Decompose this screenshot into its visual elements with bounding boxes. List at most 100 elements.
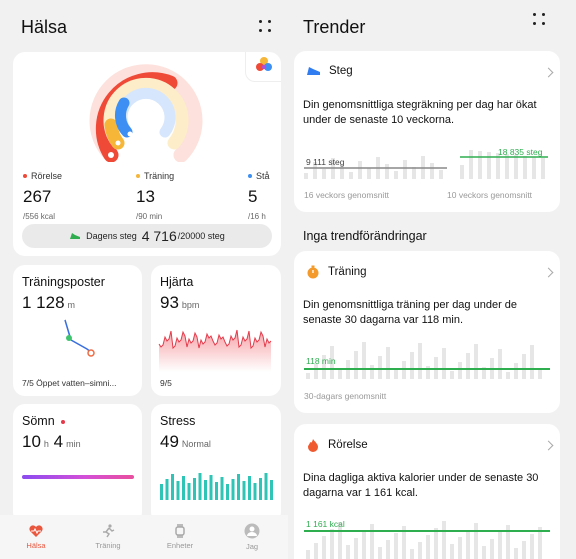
nav-health-label: Hälsa (26, 541, 46, 550)
movement-bar (394, 533, 398, 559)
steps-bar-new (469, 150, 473, 179)
chevron-right-icon[interactable] (543, 267, 554, 278)
steps-bar-old (439, 170, 443, 179)
movement-bar (418, 542, 422, 559)
nav-devices[interactable]: Enheter (144, 515, 216, 559)
movement-bar (442, 521, 446, 559)
steps-bar-old (340, 165, 344, 179)
stress-bar (209, 475, 213, 500)
movement-trend-card[interactable]: Rörelse Dina dagliga aktiva kalorier und… (294, 424, 560, 559)
movement-bar (450, 544, 454, 559)
steps-new-value: 18 835 steg (498, 147, 543, 157)
movement-bar (410, 549, 414, 559)
steps-trend-header: Steg (306, 65, 353, 77)
steps-bar-new (496, 153, 500, 179)
sleep-tile[interactable]: Sömn 10 h 4 min (13, 404, 142, 524)
shoe-icon (307, 67, 320, 75)
training-bar (498, 349, 502, 379)
training-note: 30-dagars genomsnitt (304, 391, 387, 401)
heart-tile[interactable]: Hjärta 93 bpm 9/5 (151, 265, 281, 396)
training-bar (394, 370, 398, 379)
training-trend-card[interactable]: Träning Din genomsnittliga träning per d… (294, 251, 560, 413)
stand-ring-icon (127, 131, 133, 137)
stress-bar (193, 478, 196, 500)
steps-bar-new (505, 154, 509, 179)
steps-bar-new (478, 151, 482, 179)
activity-rings-card[interactable]: Rörelse 267 /556 kcal Träning 13 /90 min… (13, 52, 281, 256)
movement-value: 267 (23, 187, 52, 206)
stress-bar (270, 480, 273, 500)
training-bar (482, 367, 486, 379)
training-trend-title: Träning (328, 266, 367, 278)
movement-ring-icon (108, 152, 114, 158)
steps-goal: /20000 steg (177, 231, 225, 241)
movement-label: Rörelse (31, 171, 63, 181)
steps-bar-old (403, 160, 407, 179)
training-value: 13 (136, 187, 155, 206)
training-records-tile[interactable]: Träningsposter 1 128 m 7/5 Öppet vatten–s… (13, 265, 142, 396)
rings-app-icon (256, 57, 272, 71)
training-bar (338, 369, 342, 379)
nav-me[interactable]: Jag (216, 515, 288, 559)
stopwatch-icon (307, 265, 319, 279)
heart-pulse-icon (29, 525, 43, 537)
training-bar (410, 352, 414, 379)
stand-ring (115, 97, 133, 138)
steps-old-note: 16 veckors genomsnitt (304, 190, 390, 200)
training-trend-description: Din genomsnittliga träning per dag under… (303, 299, 518, 326)
daily-steps-pill[interactable]: Dagens steg 4 716 /20000 steg (22, 224, 272, 248)
movement-bar (490, 539, 494, 559)
steps-bar-old (430, 163, 434, 179)
training-bar (354, 351, 358, 379)
stress-tile[interactable]: Stress 49 Normal (151, 404, 281, 524)
training-bar (306, 373, 310, 379)
sleep-value: 10 h 4 min (22, 432, 81, 451)
training-bar (458, 362, 462, 379)
more-options-icon[interactable] (258, 19, 274, 35)
more-options-icon[interactable] (532, 12, 548, 28)
chevron-right-icon[interactable] (543, 67, 554, 78)
steps-bar-new (514, 155, 518, 179)
steps-trend-chart (304, 150, 548, 179)
stress-value: 49 Normal (160, 432, 211, 451)
movement-bar (322, 536, 326, 559)
unread-dot (60, 419, 65, 424)
chevron-right-icon[interactable] (543, 440, 554, 451)
movement-bar (458, 537, 462, 559)
steps-new-note: 10 veckors genomsnitt (447, 190, 533, 200)
watch-icon (175, 524, 185, 538)
training-label: Träning (144, 171, 175, 181)
training-bar (474, 344, 478, 379)
steps-bar-old (304, 173, 308, 179)
training-bar (466, 353, 470, 379)
movement-bar (338, 522, 342, 559)
movement-bar (506, 525, 510, 559)
movement-bar (538, 527, 542, 559)
heart-title: Hjärta (160, 275, 194, 289)
steps-trend-card[interactable]: Steg Din genomsnittliga stegräkning per … (294, 51, 560, 212)
health-screen: Hälsa Rörelse (0, 17, 288, 559)
stress-bar (171, 474, 174, 500)
route-map (64, 319, 95, 357)
stand-stat: Stå 5 /16 h (248, 171, 270, 221)
nav-devices-label: Enheter (166, 541, 194, 550)
nav-training[interactable]: Träning (72, 515, 144, 559)
activity-rings (89, 64, 203, 162)
stress-bar (160, 484, 163, 500)
movement-bar (498, 532, 502, 559)
flame-icon (308, 439, 318, 452)
stress-bar (242, 481, 246, 500)
stress-bar (231, 479, 235, 500)
ring-settings-button[interactable] (245, 52, 281, 82)
movement-bar (434, 528, 438, 559)
training-records-title: Träningsposter (22, 275, 105, 289)
training-trend-chart (304, 342, 550, 379)
nav-health[interactable]: Hälsa (0, 515, 72, 559)
nav-training-label: Träning (95, 541, 121, 550)
steps-value: 4 716 (141, 228, 177, 244)
movement-trend-chart (304, 521, 550, 559)
training-bar (450, 371, 454, 379)
steps-bar-new (487, 152, 491, 179)
stress-bar (176, 481, 180, 500)
movement-bar (482, 546, 486, 559)
